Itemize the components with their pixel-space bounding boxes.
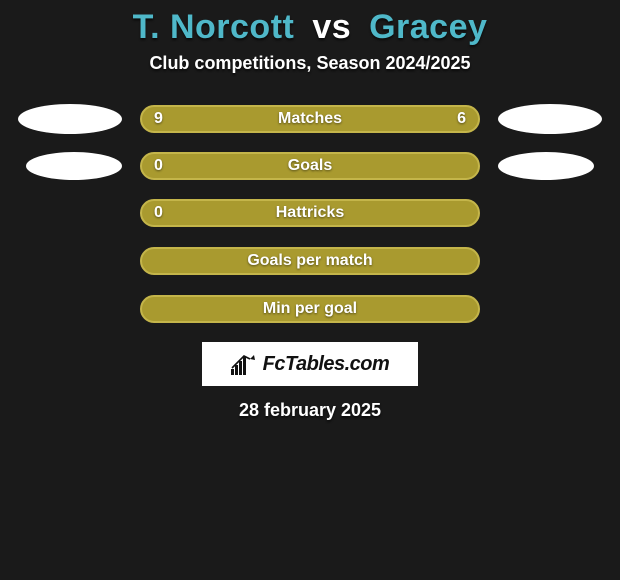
stat-row: Min per goal (0, 294, 620, 324)
player1-badge (18, 104, 122, 134)
stat-row: 0 Hattricks (0, 198, 620, 228)
stat-label: Matches (278, 110, 342, 128)
player1-value: 0 (154, 204, 163, 222)
player2-name: Gracey (369, 8, 487, 46)
player1-value: 0 (154, 157, 163, 175)
fctables-text: FcTables.com (263, 353, 390, 376)
stat-label: Goals per match (247, 252, 372, 270)
stat-row: Goals per match (0, 246, 620, 276)
player2-badge (498, 152, 594, 180)
stat-bar: Min per goal (140, 295, 480, 323)
comparison-card: T. Norcott vs Gracey Club competitions, … (0, 0, 620, 580)
stat-bar: Goals per match (140, 247, 480, 275)
page-title: T. Norcott vs Gracey (133, 8, 488, 47)
stat-label: Min per goal (263, 300, 357, 318)
stat-bar: 0 Goals (140, 152, 480, 180)
stat-label: Hattricks (276, 204, 344, 222)
stat-row: 0 Goals (0, 152, 620, 180)
player2-value: 6 (457, 110, 466, 128)
player1-name: T. Norcott (133, 8, 295, 46)
stat-rows: 9 Matches 6 0 Goals 0 Hattricks Goals per match… (0, 104, 620, 324)
source-logo-box: FcTables.com (202, 342, 418, 386)
player2-badge (498, 104, 602, 134)
player1-badge (26, 152, 122, 180)
stat-label: Goals (288, 157, 332, 175)
player1-value: 9 (154, 110, 163, 128)
vs-separator: vs (312, 8, 351, 46)
fctables-icon (231, 353, 257, 375)
stat-row: 9 Matches 6 (0, 104, 620, 134)
competition-subtitle: Club competitions, Season 2024/2025 (149, 53, 470, 74)
stat-bar: 0 Hattricks (140, 199, 480, 227)
snapshot-date: 28 february 2025 (239, 400, 381, 421)
stat-bar: 9 Matches 6 (140, 105, 480, 133)
